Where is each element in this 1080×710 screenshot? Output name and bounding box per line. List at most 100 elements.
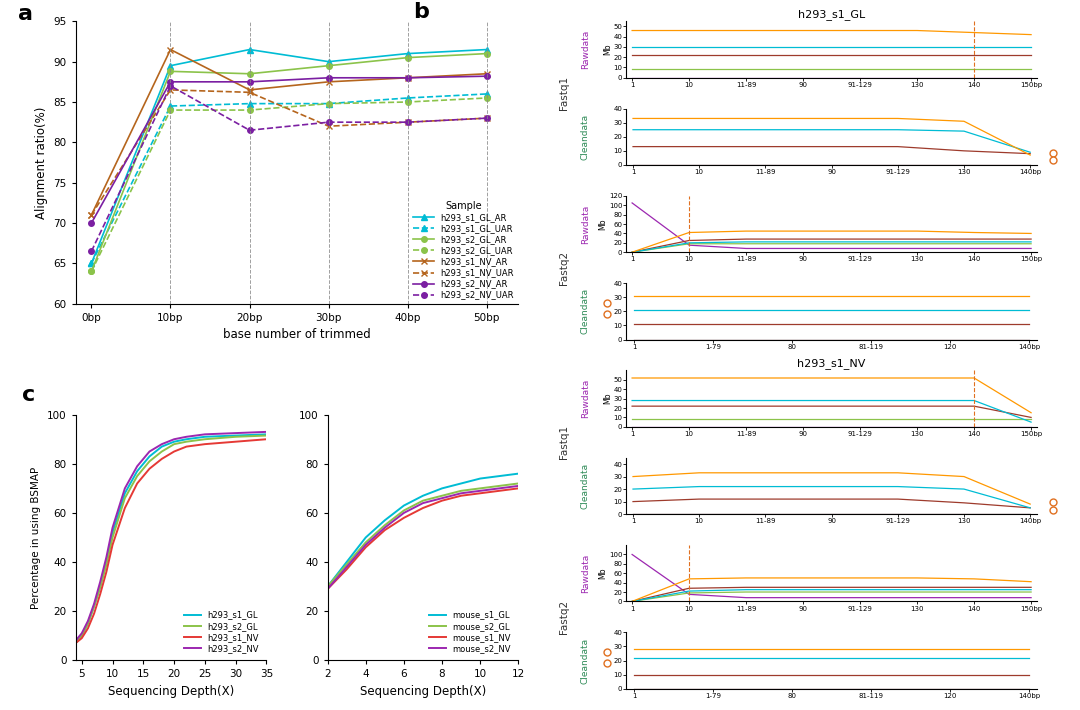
mouse_s1_GL	[492, 472, 505, 481]
mouse_s2_NV	[360, 540, 373, 549]
h293_s1_NV_AR	[401, 74, 414, 82]
mouse_s1_NV	[492, 486, 505, 495]
h293_s1_NV_AR	[164, 45, 177, 54]
h293_s1_GL	[131, 467, 144, 476]
h293_s2_GL_UAR	[322, 99, 335, 108]
Y-axis label: Mb: Mb	[603, 44, 612, 55]
h293_s2_NV_AR	[481, 72, 494, 80]
h293_s2_GL_AR	[481, 49, 494, 58]
h293_s2_NV_UAR	[164, 82, 177, 90]
h293_s2_NV	[180, 432, 193, 441]
Text: Rawdata: Rawdata	[581, 554, 590, 593]
mouse_s2_NV	[512, 481, 525, 490]
h293_s2_GL_AR	[164, 67, 177, 75]
h293_s2_NV	[119, 484, 132, 493]
h293_s2_GL_UAR	[481, 94, 494, 102]
mouse_s2_NV	[492, 484, 505, 493]
X-axis label: Sequencing Depth(X): Sequencing Depth(X)	[108, 685, 234, 698]
mouse_s2_GL	[397, 506, 410, 515]
h293_s1_NV	[119, 504, 132, 513]
mouse_s2_GL	[435, 491, 448, 500]
h293_s2_GL	[106, 533, 119, 542]
h293_s2_NV_AR	[164, 77, 177, 86]
mouse_s1_GL	[512, 469, 525, 478]
h293_s2_NV_UAR	[85, 247, 98, 256]
mouse_s1_GL	[397, 501, 410, 510]
h293_s2_GL	[199, 435, 212, 444]
Text: Fastq1: Fastq1	[558, 425, 569, 459]
h293_s1_NV	[143, 464, 156, 473]
h293_s2_GL_AR	[322, 62, 335, 70]
h293_s2_GL	[87, 602, 100, 611]
h293_s2_NV_UAR	[481, 114, 494, 122]
h293_s1_GL	[69, 639, 82, 648]
Title: h293_s1_NV: h293_s1_NV	[797, 359, 866, 369]
h293_s1_GL	[76, 631, 89, 640]
Line: mouse_s2_NV: mouse_s2_NV	[327, 486, 518, 589]
mouse_s2_NV	[435, 494, 448, 503]
mouse_s1_GL	[360, 533, 373, 542]
mouse_s1_GL	[455, 479, 468, 488]
Text: a: a	[18, 4, 33, 24]
mouse_s2_NV	[397, 508, 410, 517]
Line: h293_s1_NV: h293_s1_NV	[76, 439, 267, 643]
h293_s1_NV	[87, 609, 100, 618]
h293_s1_NV	[167, 447, 180, 456]
Text: Cleandata: Cleandata	[581, 288, 590, 334]
h293_s2_GL_UAR	[243, 106, 256, 114]
mouse_s1_NV	[435, 496, 448, 505]
mouse_s2_GL	[378, 521, 391, 530]
mouse_s1_NV	[397, 513, 410, 522]
h293_s1_GL	[143, 452, 156, 461]
h293_s1_GL	[87, 602, 100, 611]
Legend: h293_s1_GL, h293_s2_GL, h293_s1_NV, h293_s2_NV: h293_s1_GL, h293_s2_GL, h293_s1_NV, h293…	[180, 607, 262, 656]
Y-axis label: Mb: Mb	[598, 218, 607, 230]
h293_s2_GL	[119, 494, 132, 503]
h293_s1_NV_UAR	[243, 88, 256, 97]
Text: Cleandata: Cleandata	[581, 463, 590, 509]
h293_s2_NV	[167, 435, 180, 444]
mouse_s2_NV	[321, 585, 334, 594]
Text: Rawdata: Rawdata	[581, 30, 590, 69]
Text: Rawdata: Rawdata	[581, 379, 590, 418]
mouse_s1_NV	[417, 504, 430, 513]
Text: Fastq2: Fastq2	[558, 251, 569, 285]
h293_s2_NV	[69, 636, 82, 645]
h293_s1_GL	[106, 528, 119, 537]
h293_s1_NV_AR	[322, 77, 335, 86]
h293_s2_GL	[76, 631, 89, 640]
h293_s1_NV	[229, 437, 242, 446]
h293_s1_NV_UAR	[164, 86, 177, 94]
mouse_s1_NV	[340, 565, 353, 574]
h293_s2_NV	[156, 440, 168, 449]
mouse_s1_NV	[360, 543, 373, 552]
Line: h293_s2_GL_UAR: h293_s2_GL_UAR	[89, 95, 489, 274]
h293_s1_GL	[81, 619, 94, 628]
Y-axis label: Mb: Mb	[603, 393, 612, 405]
Text: Fastq1: Fastq1	[558, 76, 569, 110]
h293_s1_NV	[131, 479, 144, 488]
Text: c: c	[23, 386, 36, 405]
mouse_s2_GL	[455, 486, 468, 495]
Text: Rawdata: Rawdata	[581, 204, 590, 244]
h293_s1_NV	[100, 567, 113, 576]
h293_s1_NV_UAR	[85, 211, 98, 219]
h293_s1_GL_AR	[401, 49, 414, 58]
h293_s1_NV	[199, 440, 212, 449]
h293_s2_NV	[260, 427, 273, 436]
h293_s1_NV	[180, 442, 193, 451]
Line: h293_s1_GL: h293_s1_GL	[76, 435, 267, 643]
h293_s2_GL	[81, 619, 94, 628]
mouse_s1_GL	[417, 491, 430, 500]
Line: h293_s1_GL_AR: h293_s1_GL_AR	[89, 47, 489, 266]
mouse_s1_NV	[474, 489, 487, 498]
h293_s2_NV_UAR	[401, 118, 414, 126]
h293_s1_NV	[260, 435, 273, 444]
Line: h293_s2_GL: h293_s2_GL	[76, 435, 267, 643]
h293_s1_GL_UAR	[322, 99, 335, 108]
h293_s1_GL_UAR	[401, 94, 414, 102]
X-axis label: base number of trimmed: base number of trimmed	[224, 328, 370, 342]
h293_s2_GL_AR	[85, 267, 98, 275]
Y-axis label: Alignment ratio(%): Alignment ratio(%)	[35, 106, 48, 219]
h293_s2_NV	[87, 599, 100, 608]
